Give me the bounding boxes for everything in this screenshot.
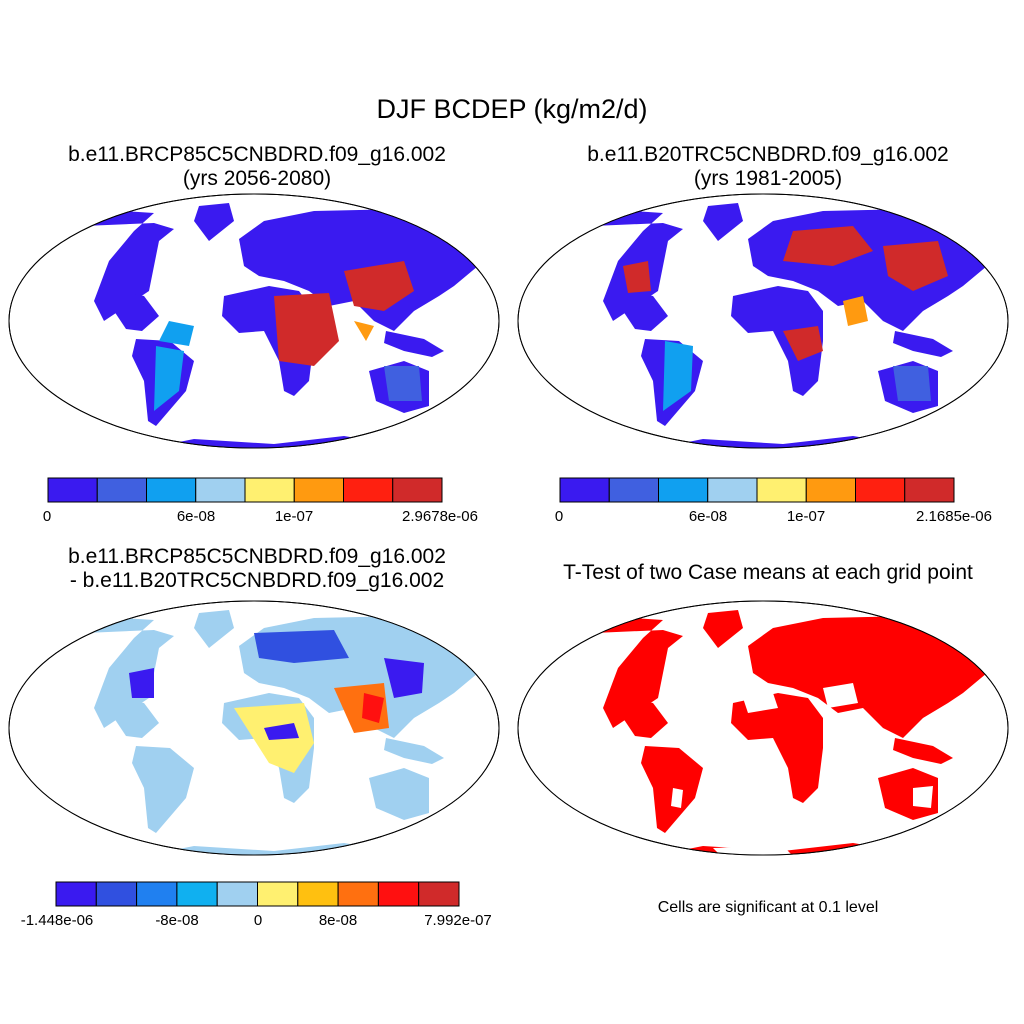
panel2-colorbar-swatch-7 — [904, 477, 955, 503]
panel2-colorbar-swatch-1 — [608, 477, 659, 503]
panel3-colorbar-label-0: -1.448e-06 — [20, 912, 94, 929]
panel3-colorbar-swatch-2 — [136, 881, 178, 907]
panel3-colorbar-label-3: 8e-08 — [318, 912, 358, 929]
panel2-title-line2: (yrs 1981-2005) — [693, 167, 843, 190]
panel2-colorbar — [559, 477, 955, 503]
panel3-colorbar-swatch-1 — [95, 881, 138, 907]
panel1-colorbar-swatch-6 — [343, 477, 394, 503]
panel2-high-regions — [623, 226, 948, 411]
panel3-colorbar-swatch-4 — [216, 881, 258, 907]
panel3-colorbar-swatch-9 — [418, 881, 460, 907]
panel3-colorbar-swatch-0 — [55, 881, 97, 907]
panel2-colorbar-swatch-6 — [855, 477, 906, 503]
panel3-title-line2: - b.e11.B20TRC5CNBDRD.f09_g16.002 — [69, 569, 445, 592]
figure-title: DJF BCDEP (kg/m2/d) — [376, 94, 648, 124]
panel3-colorbar-label-2: 0 — [253, 912, 263, 929]
panel2-map — [517, 193, 1009, 449]
panel1-colorbar-swatch-0 — [47, 477, 98, 503]
panel1-colorbar-swatch-7 — [392, 477, 443, 503]
panel1-colorbar-swatch-2 — [146, 477, 197, 503]
panel3-change-regions — [129, 630, 424, 773]
panel1-colorbar-label-0: 0 — [42, 508, 52, 525]
panel1-colorbar-swatch-3 — [195, 477, 246, 503]
panel2-colorbar-label-0: 0 — [554, 508, 564, 525]
panel1-colorbar-swatch-1 — [96, 477, 147, 503]
panel3-colorbar-swatch-7 — [337, 881, 379, 907]
panel1-title-line1: b.e11.BRCP85C5CNBDRD.f09_g16.002 — [68, 143, 446, 166]
panel3-colorbar-swatch-5 — [257, 881, 299, 907]
panel1-colorbar-label-3: 2.9678e-06 — [402, 508, 478, 525]
panel1-colorbar-swatch-4 — [244, 477, 295, 503]
panel3-colorbar-swatch-8 — [377, 881, 420, 907]
panel3-colorbar — [55, 881, 460, 907]
panel2-colorbar-label-1: 6e-08 — [688, 508, 728, 525]
panel3-colorbar-swatch-3 — [176, 881, 218, 907]
panel1-colorbar — [47, 477, 443, 503]
panel1-colorbar-label-1: 6e-08 — [176, 508, 216, 525]
panel3-colorbar-label-1: -8e-08 — [155, 912, 199, 929]
panel4-map — [517, 600, 1009, 856]
panel4-footnote: Cells are significant at 0.1 level — [657, 899, 879, 916]
panel2-colorbar-label-3: 2.1685e-06 — [916, 508, 992, 525]
panel1-title-line2: (yrs 2056-2080) — [182, 167, 332, 190]
panel2-title-line1: b.e11.B20TRC5CNBDRD.f09_g16.002 — [587, 143, 949, 166]
panel1-map — [8, 193, 500, 449]
panel1-colorbar-label-2: 1e-07 — [274, 508, 314, 525]
panel2-colorbar-swatch-2 — [658, 477, 709, 503]
panel2-colorbar-swatch-0 — [559, 477, 610, 503]
panel2-colorbar-swatch-4 — [756, 477, 807, 503]
panel3-colorbar-label-4: 7.992e-07 — [424, 912, 492, 929]
panel1-colorbar-swatch-5 — [293, 477, 344, 503]
panel2-colorbar-label-2: 1e-07 — [786, 508, 826, 525]
panel3-map — [8, 600, 500, 856]
panel4-nonsignificant-holes — [671, 683, 933, 855]
panel1-high-regions — [154, 261, 422, 411]
panel2-colorbar-swatch-5 — [805, 477, 856, 503]
panel2-colorbar-swatch-3 — [707, 477, 758, 503]
panel4-title: T-Test of two Case means at each grid po… — [563, 561, 973, 584]
panel3-title-line1: b.e11.BRCP85C5CNBDRD.f09_g16.002 — [68, 545, 446, 568]
panel3-colorbar-swatch-6 — [297, 881, 339, 907]
